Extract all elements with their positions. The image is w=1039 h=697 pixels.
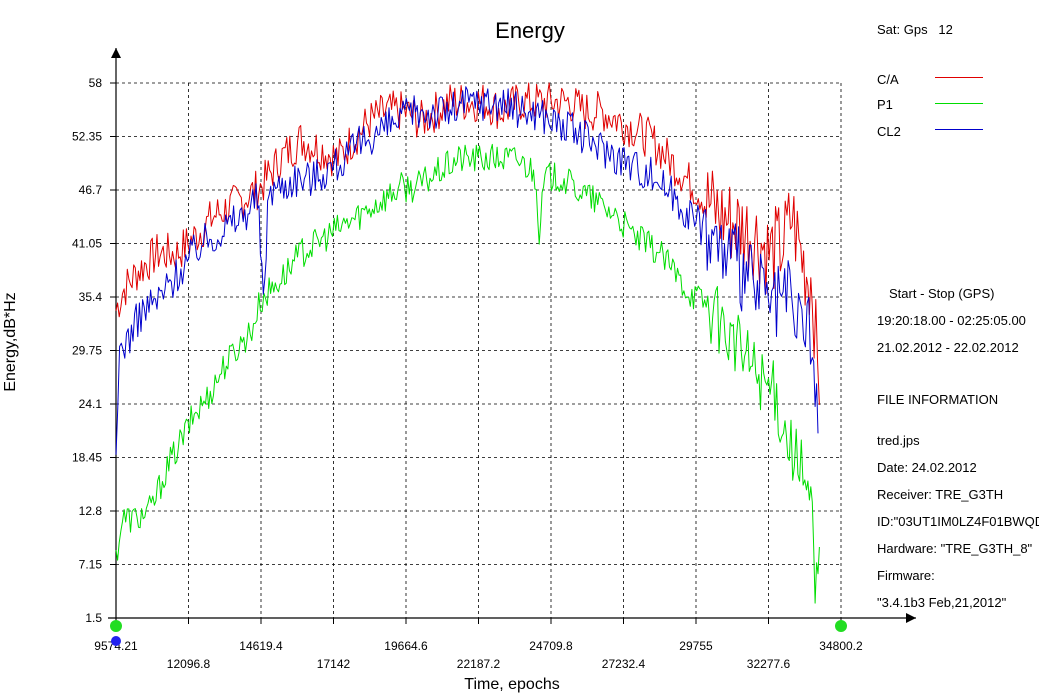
legend-line-cl2 bbox=[935, 129, 983, 130]
x-tick-label-a-4: 29755 bbox=[679, 639, 713, 653]
series-line-c-a bbox=[115, 82, 820, 405]
sat-number: 12 bbox=[938, 22, 953, 37]
x-tick-label-b-2: 22187.2 bbox=[457, 657, 501, 671]
x-tick-label-b-0: 12096.8 bbox=[167, 657, 211, 671]
receiver: Receiver: TRE_G3TH bbox=[877, 487, 1004, 502]
y-axis-label: Energy,dB*Hz bbox=[2, 292, 19, 391]
y-tick-label-2: 12.8 bbox=[79, 504, 103, 518]
y-tick-label-5: 29.75 bbox=[72, 344, 102, 358]
x-tick-label-a-5: 34800.2 bbox=[819, 639, 863, 653]
y-tick-label-9: 52.35 bbox=[72, 130, 102, 144]
file-date: Date: 24.02.2012 bbox=[877, 460, 977, 475]
firmware-version: "3.4.1b3 Feb,21,2012" bbox=[877, 595, 1007, 610]
hardware: Hardware: "TRE_G3TH_8" bbox=[877, 541, 1033, 556]
x-tick-label-b-1: 17142 bbox=[317, 657, 351, 671]
legend-label-cl2: CL2 bbox=[877, 124, 901, 139]
series-group bbox=[115, 82, 820, 604]
receiver-id: ID:"03UT1IM0LZ4F01BWQD bbox=[877, 514, 1039, 529]
x-tick-label-b-3: 27232.4 bbox=[602, 657, 646, 671]
y-axis-arrow bbox=[111, 48, 121, 58]
file-info-title: FILE INFORMATION bbox=[877, 392, 999, 407]
sat-label: Sat: Gps 12 bbox=[877, 22, 953, 37]
start-marker-blue bbox=[111, 636, 121, 646]
series-line-cl2 bbox=[115, 86, 819, 455]
x-tick-label-a-2: 19664.6 bbox=[384, 639, 428, 653]
sat-system: Sat: Gps bbox=[877, 22, 928, 37]
legend-label-p1: P1 bbox=[877, 97, 893, 112]
grid bbox=[115, 82, 842, 619]
series-line-p1 bbox=[115, 143, 820, 604]
chart-title: Energy bbox=[495, 18, 565, 43]
end-marker-green bbox=[835, 620, 847, 632]
x-axis-arrow bbox=[906, 613, 916, 623]
x-axis-label: Time, epochs bbox=[464, 676, 559, 693]
axes bbox=[108, 48, 916, 626]
date-range: 21.02.2012 - 22.02.2012 bbox=[877, 340, 1019, 355]
x-tick-label-a-0: 9574.21 bbox=[94, 639, 138, 653]
time-range: 19:20:18.00 - 02:25:05.00 bbox=[877, 313, 1026, 328]
y-tick-label-0: 1.5 bbox=[85, 611, 102, 625]
x-tick-label-b-4: 32277.6 bbox=[747, 657, 791, 671]
legend-label-ca: C/A bbox=[877, 72, 899, 87]
y-tick-label-4: 24.1 bbox=[79, 397, 103, 411]
y-tick-label-6: 35.4 bbox=[79, 290, 103, 304]
y-ticks: 1.5 7.15 12.8 18.45 24.1 29.75 35.4 41.05 46.7 52… bbox=[72, 76, 116, 625]
y-tick-label-7: 41.05 bbox=[72, 237, 102, 251]
x-ticks: 9574.21 14619.4 19664.6 24709.8 29755 34800.2… bbox=[94, 618, 863, 671]
file-name: tred.jps bbox=[877, 433, 920, 448]
y-tick-label-8: 46.7 bbox=[79, 183, 103, 197]
x-tick-label-a-1: 14619.4 bbox=[239, 639, 283, 653]
start-stop-title: Start - Stop (GPS) bbox=[889, 286, 995, 301]
firmware-label: Firmware: bbox=[877, 568, 935, 583]
y-tick-label-1: 7.15 bbox=[79, 558, 103, 572]
start-marker-green bbox=[110, 620, 122, 632]
legend-line-ca bbox=[935, 77, 983, 78]
y-tick-label-10: 58 bbox=[89, 76, 103, 90]
x-tick-label-a-3: 24709.8 bbox=[529, 639, 573, 653]
legend-line-p1 bbox=[935, 103, 983, 104]
y-tick-label-3: 18.45 bbox=[72, 451, 102, 465]
